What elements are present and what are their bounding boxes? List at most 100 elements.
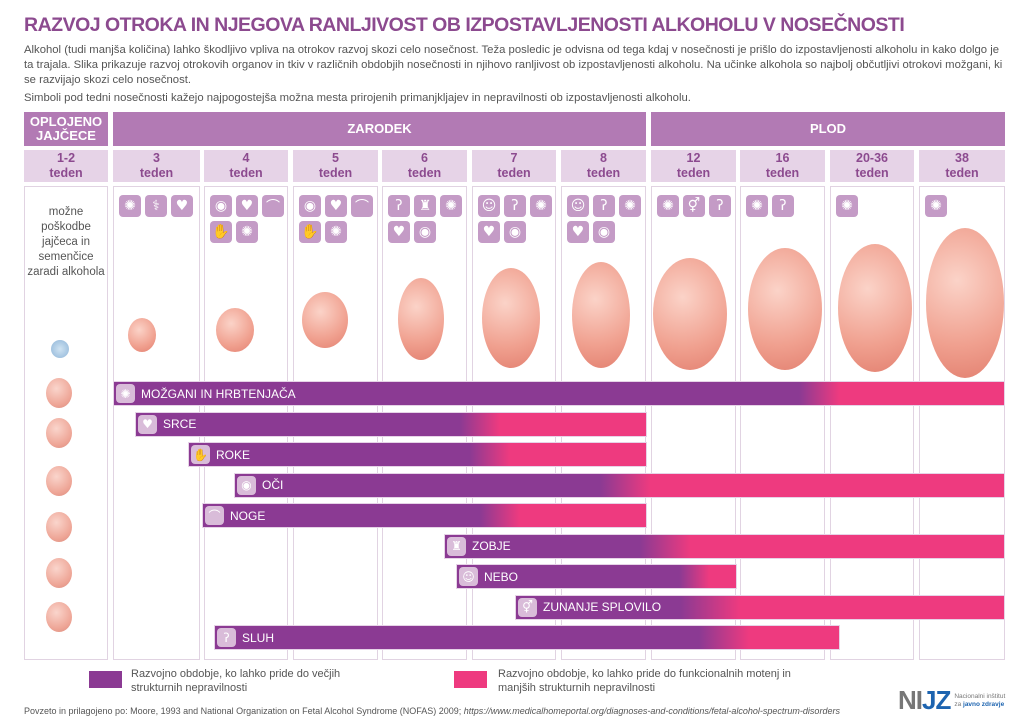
risk-icons: ☺ ʔ ✺ ♥ ◉ [567, 195, 644, 243]
brain-icon: ✺ [836, 195, 858, 217]
organ-bar: ✺ MOŽGANI IN HRBTENJAČA [113, 381, 1005, 406]
ear-icon: ʔ [593, 195, 615, 217]
week-number: 20-36 [856, 151, 888, 165]
source-note: Povzeto in prilagojeno po: Moore, 1993 a… [24, 706, 884, 716]
brain-icon: ✺ [325, 221, 347, 243]
spine-icon: ⚕ [145, 195, 167, 217]
week-header: 12 teden [651, 150, 736, 182]
week-number: 5 [332, 151, 339, 165]
embryo-illustration [653, 258, 727, 370]
palate-icon: ☺ [459, 567, 478, 586]
week-unit: teden [676, 166, 711, 180]
week-number: 4 [242, 151, 250, 165]
embryo-illustration [482, 268, 540, 368]
organ-bar: ♥ SRCE [135, 411, 647, 437]
legend-minor-swatch [454, 671, 487, 688]
egg-cell-illustration [51, 340, 69, 358]
nijz-logo: NIJZ Nacionalni inštitut za javno zdravje [898, 685, 1006, 715]
eye-icon: ◉ [210, 195, 232, 217]
brain-icon: ✺ [925, 195, 947, 217]
genitals-icon: ⚥ [683, 195, 705, 217]
leg-icon: ⌒ [205, 506, 224, 525]
egg-cell-illustration [46, 466, 72, 496]
risk-icons: ◉ ♥ ⌒ ✋ ✺ [210, 195, 286, 243]
embryo-illustration [838, 244, 912, 372]
week-unit: teden [407, 166, 442, 180]
risk-icons: ✺ ⚥ ʔ [657, 195, 734, 217]
hand-icon: ✋ [299, 221, 321, 243]
heart-icon: ♥ [325, 195, 347, 217]
brain-icon: ✺ [657, 195, 679, 217]
brain-icon: ✺ [530, 195, 552, 217]
source-text: Povzeto in prilagojeno po: Moore, 1993 a… [24, 706, 464, 716]
embryo-illustration [926, 228, 1004, 378]
eye-icon: ◉ [504, 221, 526, 243]
intro-text: Alkohol (tudi manjša količina) lahko ško… [24, 44, 1003, 86]
organ-bar: ʔ SLUH [214, 625, 840, 650]
risk-icons: ✺ [836, 195, 912, 217]
source-link[interactable]: https://www.medicalhomeportal.org/diagno… [463, 706, 840, 716]
organ-label: MOŽGANI IN HRBTENJAČA [141, 386, 296, 401]
embryo-illustration [748, 248, 822, 370]
brain-icon: ✺ [236, 221, 258, 243]
legend-major-swatch [89, 671, 122, 688]
organ-label: NOGE [230, 508, 266, 523]
heart-icon: ♥ [478, 221, 500, 243]
organ-bar: ☺ NEBO [456, 564, 737, 589]
organ-bar: ✋ ROKE [188, 442, 647, 467]
brain-icon: ✺ [619, 195, 641, 217]
egg-cell-illustration [46, 558, 72, 588]
organ-bar: ◉ OČI [234, 472, 1005, 498]
organ-bar: ♜ ZOBJE [444, 533, 1005, 559]
legend-minor-label: Razvojno obdobje, ko lahko pride do funk… [498, 668, 791, 694]
egg-damage-note: možne poškodbe jajčeca in semenčice zara… [27, 206, 105, 278]
brain-icon: ✺ [116, 384, 135, 403]
eye-icon: ◉ [414, 221, 436, 243]
week-unit: teden [49, 166, 83, 180]
risk-icons: ✺ [925, 195, 1003, 217]
week-number: 12 [686, 151, 701, 165]
eye-icon: ◉ [593, 221, 615, 243]
organ-label: SRCE [163, 417, 197, 431]
week-header: 38 teden [919, 150, 1005, 182]
leg-icon: ⌒ [262, 195, 284, 217]
palate-icon: ☺ [567, 195, 589, 217]
egg-cell-illustration [46, 602, 72, 632]
hand-icon: ✋ [191, 445, 210, 464]
organ-label: ZUNANJE SPLOVILO [543, 600, 662, 614]
eye-icon: ◉ [237, 475, 256, 495]
organ-label: SLUH [242, 630, 275, 645]
symbols-note: Simboli pod tedni nosečnosti kažejo najp… [24, 92, 691, 104]
genitals-icon: ⚥ [518, 597, 537, 617]
heart-icon: ♥ [171, 195, 193, 217]
stage-egg: OPLOJENO JAJČECE [24, 112, 108, 146]
egg-cell-illustration [46, 418, 72, 448]
week-header: 1-2 teden [24, 150, 108, 182]
egg-cell-illustration [46, 512, 72, 542]
brain-icon: ✺ [440, 195, 462, 217]
week-unit: teden [139, 166, 174, 180]
risk-icons: ʔ ♜ ✺ ♥ ◉ [388, 195, 465, 243]
week-unit: teden [497, 166, 531, 180]
organ-bar: ⚥ ZUNANJE SPLOVILO [515, 594, 1005, 620]
ear-icon: ʔ [388, 195, 410, 217]
embryo-illustration [216, 308, 254, 352]
risk-icons: ✺ ⚕ ♥ [119, 195, 198, 217]
week-unit: teden [945, 166, 979, 180]
week-header: 3 teden [113, 150, 200, 182]
ear-icon: ʔ [772, 195, 794, 217]
risk-icons: ✺ ʔ [746, 195, 823, 217]
eye-icon: ◉ [299, 195, 321, 217]
heart-icon: ♥ [138, 414, 157, 434]
week-number: 8 [600, 151, 607, 165]
palate-icon: ☺ [478, 195, 500, 217]
week-header: 7 teden [472, 150, 556, 182]
embryo-illustration [302, 292, 348, 348]
embryo-illustration [572, 262, 630, 368]
egg-cell-illustration [46, 378, 72, 408]
week-header: 4 teden [204, 150, 288, 182]
week-number: 38 [955, 151, 969, 165]
risk-icons: ☺ ʔ ✺ ♥ ◉ [478, 195, 554, 243]
week-header: 8 teden [561, 150, 646, 182]
week-header: 20-36 teden [830, 150, 914, 182]
